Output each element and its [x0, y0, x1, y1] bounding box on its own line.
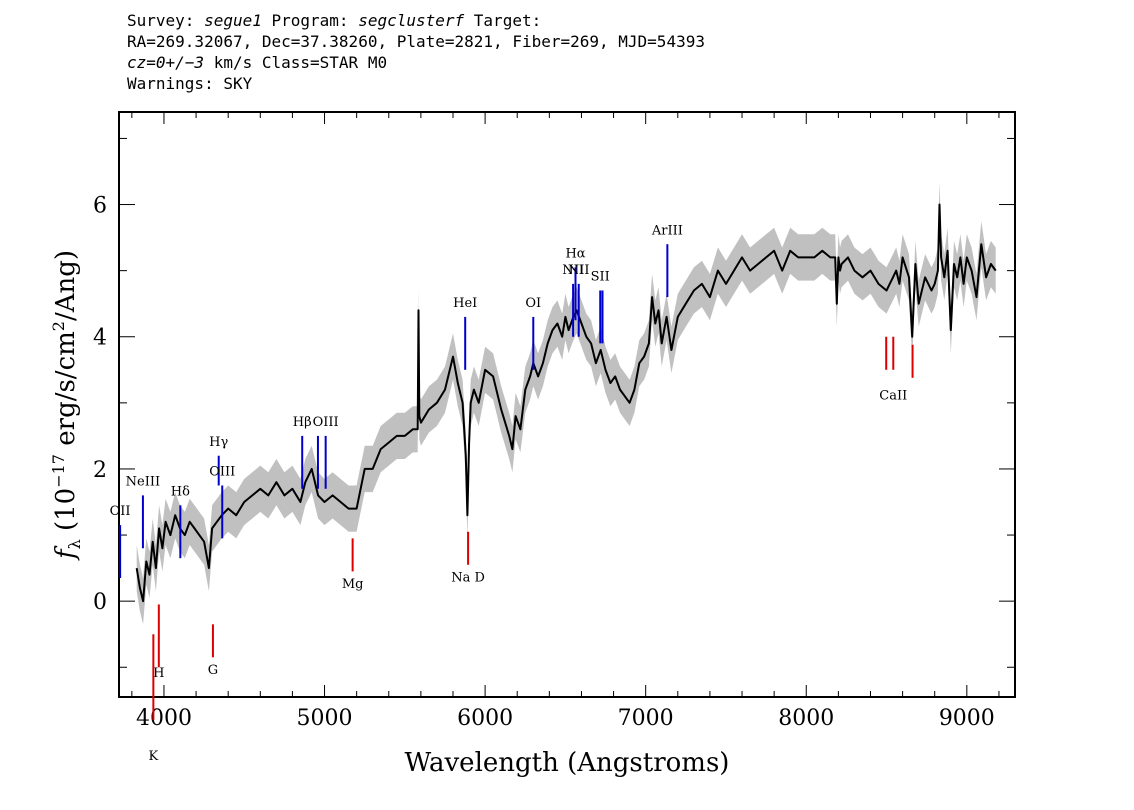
x-tick-label: 9000 — [939, 706, 995, 731]
line-label-text: Hα — [565, 246, 585, 261]
line-label-text: Mg — [342, 577, 364, 592]
line-label-text: OIII — [209, 465, 235, 480]
line-label-text: K — [149, 749, 159, 764]
x-tick-label: 5000 — [297, 706, 353, 731]
x-tick-label: 4000 — [136, 706, 192, 731]
line-label-text: CaII — [879, 389, 907, 404]
line-label-text: Hγ — [209, 435, 228, 450]
y-axis-title-part: λ — [65, 539, 84, 549]
line-label-text: OI — [525, 296, 541, 311]
axis-ticks: 4000 5000 6000 7000 8000 9000 0 2 4 6 — [93, 112, 1015, 731]
y-tick-label: 6 — [93, 194, 107, 219]
x-tick-label: 8000 — [778, 706, 834, 731]
y-axis-title-text: fλ (10−17 erg/s/cm2/Ang) — [49, 250, 84, 561]
line-label-text: HeI — [453, 296, 477, 311]
spectrum-header: Survey: segue1 Program: segclusterf Targ… — [127, 10, 705, 94]
line-label-text: OIII — [313, 415, 339, 430]
error-band — [136, 181, 996, 625]
y-tick-label: 0 — [93, 590, 107, 615]
y-axis-title: fλ (10−17 erg/s/cm2/Ang) — [49, 250, 84, 561]
y-tick-label: 4 — [93, 326, 107, 351]
line-label-text: Hδ — [171, 484, 190, 499]
y-axis-title-part: 2 — [49, 321, 68, 331]
x-tick-label: 7000 — [618, 706, 674, 731]
header-line-1: Survey: segue1 Program: segclusterf Targ… — [127, 10, 705, 31]
line-label-text: H — [153, 666, 164, 681]
line-label-text: Hβ — [293, 415, 312, 430]
line-label-text: NII — [568, 263, 590, 278]
survey-value: segue1 — [204, 11, 262, 30]
survey-label: Survey: — [127, 11, 205, 30]
line-label-text: OII — [110, 504, 131, 519]
program-value: segclusterf — [358, 11, 465, 30]
y-axis-title-part: erg/s/cm — [51, 331, 81, 454]
y-axis-title-part: −17 — [49, 454, 68, 488]
x-tick-label: 6000 — [457, 706, 513, 731]
y-axis-title-part: /Ang) — [51, 250, 81, 321]
header-line-2: RA=269.32067, Dec=37.38260, Plate=2821, … — [127, 32, 705, 51]
header-line-3: cz=0+/−3 km/s Class=STAR M0 — [127, 52, 705, 73]
cz-value: cz=0+/−3 — [127, 53, 205, 72]
line-label-text: SII — [591, 270, 610, 285]
target-label: Target: — [464, 11, 542, 30]
line-label-text: G — [208, 663, 218, 678]
x-axis-title: Wavelength (Angstroms) — [405, 748, 730, 778]
cz-rest: km/s Class=STAR M0 — [204, 53, 388, 72]
y-axis-title-part: (10 — [51, 488, 81, 540]
plot-frame — [118, 111, 1016, 698]
program-label: Program: — [261, 11, 359, 30]
line-label-text: NII — [562, 263, 584, 278]
y-tick-label: 2 — [93, 458, 107, 483]
line-label-text: ArIII — [651, 223, 683, 238]
line-label-text: NeIII — [126, 474, 160, 489]
header-line-4: Warnings: SKY — [127, 74, 253, 93]
line-label-text: Na D — [451, 570, 485, 585]
